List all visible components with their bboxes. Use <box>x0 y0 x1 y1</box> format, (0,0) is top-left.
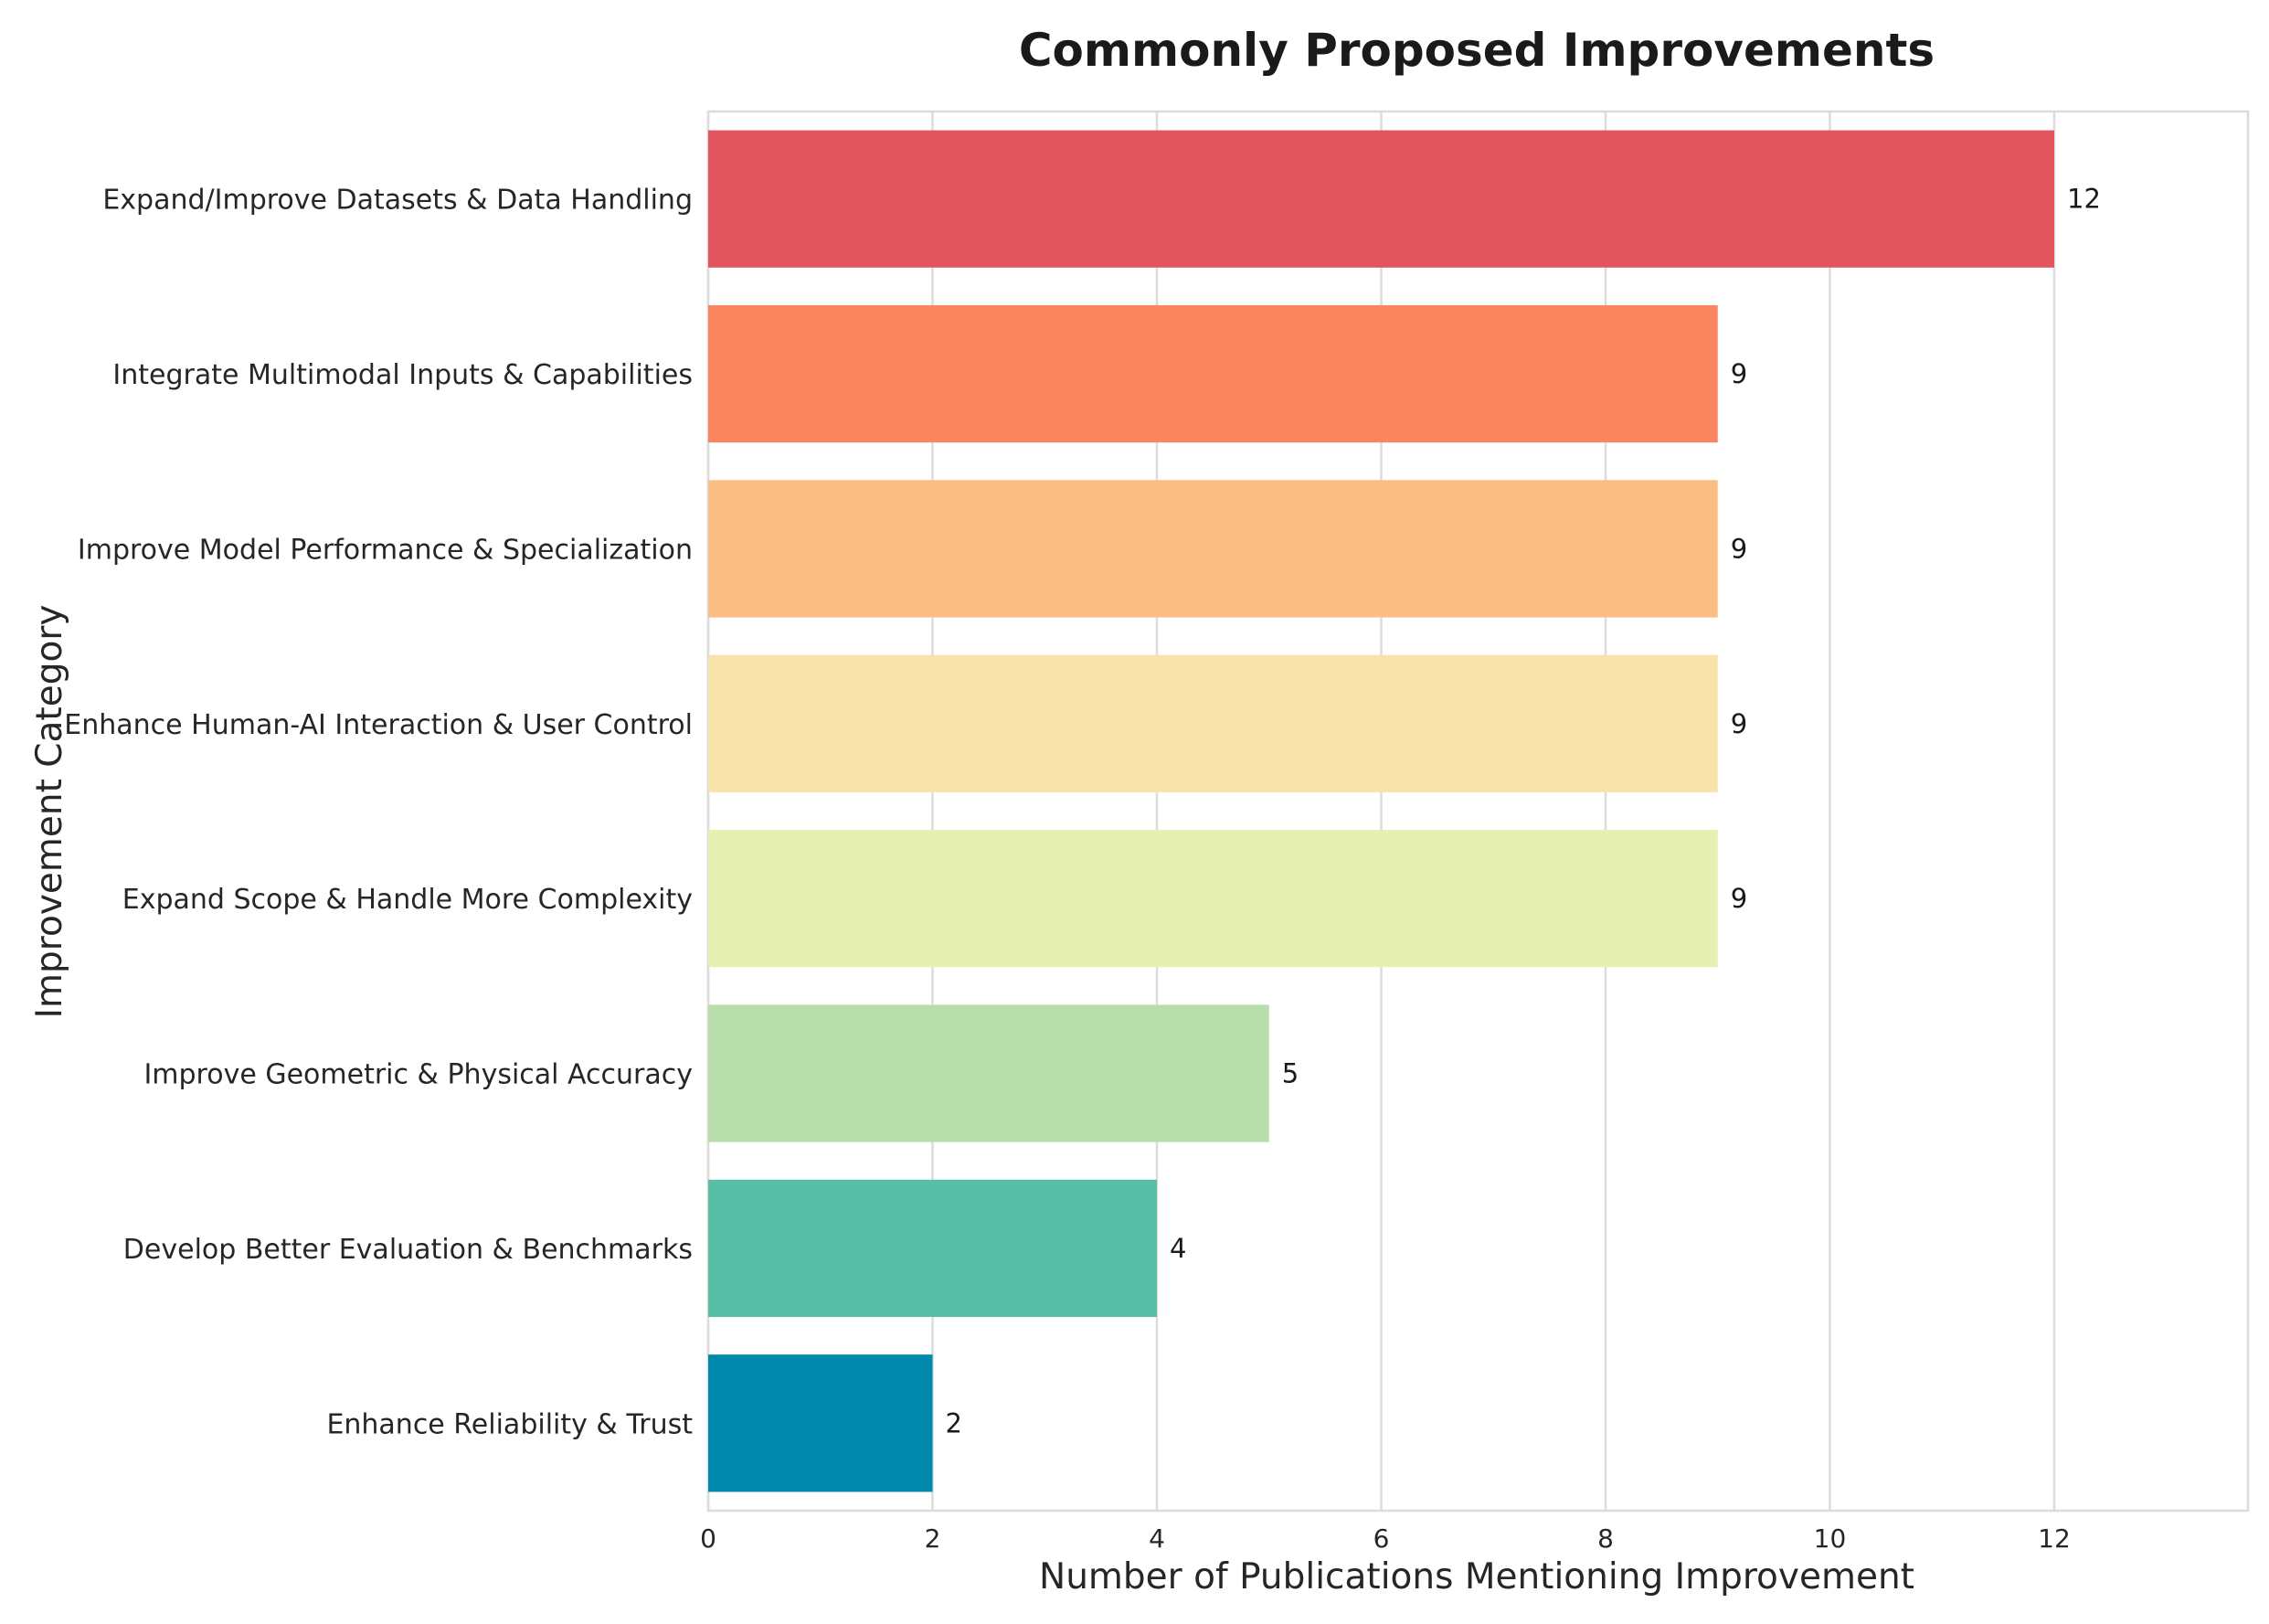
bar-value-label: 9 <box>1731 883 1747 914</box>
category-label: Expand/Improve Datasets & Data Handling <box>102 185 693 217</box>
bar <box>708 830 1718 968</box>
x-tick-label: 8 <box>1597 1523 1614 1554</box>
bar <box>708 304 1718 443</box>
x-axis-label: Number of Publications Mentioning Improv… <box>1039 1556 1914 1597</box>
x-tick-label: 2 <box>925 1523 941 1554</box>
x-tick-label: 4 <box>1149 1523 1165 1554</box>
value-labels: 12 9 9 9 9 5 4 2 <box>946 184 2101 1439</box>
category-label: Integrate Multimodal Inputs & Capabiliti… <box>112 359 693 391</box>
bar <box>708 130 2054 268</box>
bar <box>708 654 1718 792</box>
category-label: Enhance Human-AI Interaction & User Cont… <box>64 709 693 741</box>
y-axis-label: Improvement Category <box>29 605 70 1019</box>
category-label: Enhance Reliability & Trust <box>326 1408 693 1440</box>
bars <box>708 130 2054 1492</box>
bar-value-label: 5 <box>1282 1058 1299 1089</box>
category-label: Improve Model Performance & Specializati… <box>78 534 693 566</box>
bar-value-label: 9 <box>1731 358 1747 389</box>
chart-title: Commonly Proposed Improvements <box>1019 24 1935 77</box>
bar-value-label: 12 <box>2067 184 2101 215</box>
category-label: Develop Better Evaluation & Benchmarks <box>123 1234 693 1266</box>
bar <box>708 1179 1157 1318</box>
bar-value-label: 9 <box>1731 533 1747 564</box>
plot-frame <box>706 110 2250 1513</box>
x-tick-label: 12 <box>2038 1523 2071 1554</box>
bar-value-label: 2 <box>946 1407 962 1438</box>
x-tick-label: 0 <box>700 1523 716 1554</box>
bar <box>708 1004 1269 1142</box>
bar-value-label: 4 <box>1170 1233 1186 1264</box>
x-tick-label: 10 <box>1814 1523 1847 1554</box>
bar <box>708 1354 933 1492</box>
x-axis-ticks: 0 2 4 6 8 10 12 <box>700 1523 2071 1554</box>
category-labels: Expand/Improve Datasets & Data Handling I… <box>64 185 693 1441</box>
category-label: Improve Geometric & Physical Accuracy <box>143 1059 693 1091</box>
x-tick-label: 6 <box>1373 1523 1390 1554</box>
category-label: Expand Scope & Handle More Complexity <box>122 884 693 916</box>
bar-value-label: 9 <box>1731 708 1747 739</box>
bar <box>708 480 1718 618</box>
